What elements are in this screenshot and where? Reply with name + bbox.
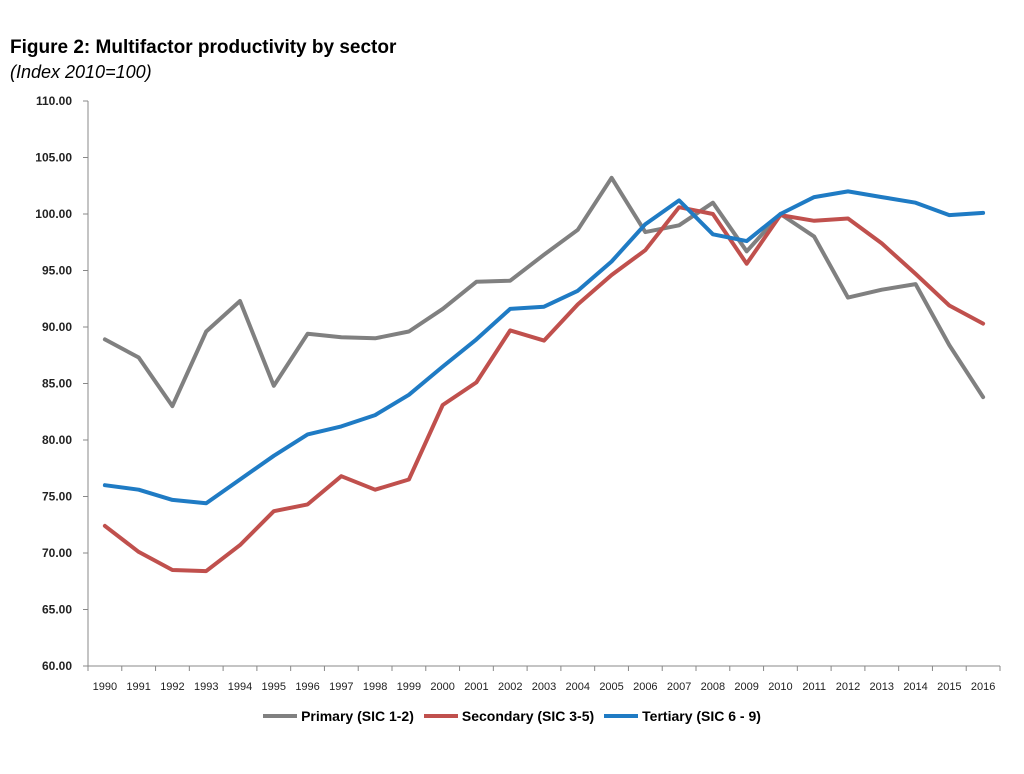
x-tick-label: 1999 bbox=[397, 681, 421, 693]
x-tick-label: 2003 bbox=[532, 681, 556, 693]
legend-swatch-tertiary bbox=[604, 714, 639, 718]
chart-title: Figure 2: Multifactor productivity by se… bbox=[10, 37, 397, 58]
x-tick-label: 2008 bbox=[701, 681, 725, 693]
x-tick-label: 2000 bbox=[430, 681, 454, 693]
y-tick-label: 110.00 bbox=[36, 94, 72, 108]
legend-swatch-secondary bbox=[423, 714, 458, 718]
x-tick-label: 1992 bbox=[160, 681, 184, 693]
x-tick-label: 2005 bbox=[599, 681, 623, 693]
y-tick-label: 95.00 bbox=[42, 264, 72, 278]
x-tick-label: 2015 bbox=[937, 681, 961, 693]
y-tick-label: 105.00 bbox=[35, 151, 72, 165]
x-tick-label: 2010 bbox=[768, 681, 792, 693]
x-tick-label: 2016 bbox=[971, 681, 995, 693]
y-tick-label: 90.00 bbox=[42, 320, 72, 334]
chart-legend: Primary (SIC 1-2) Secondary (SIC 3-5) Te… bbox=[0, 708, 1024, 724]
x-tick-label: 2009 bbox=[734, 681, 758, 693]
x-tick-label: 2007 bbox=[667, 681, 691, 693]
x-tick-label: 2002 bbox=[498, 681, 522, 693]
y-tick-label: 75.00 bbox=[42, 490, 72, 504]
y-tick-label: 80.00 bbox=[42, 433, 72, 447]
x-tick-label: 1996 bbox=[295, 681, 319, 693]
series-line-secondary bbox=[102, 205, 986, 574]
x-tick-label: 2011 bbox=[802, 681, 826, 693]
legend-label-primary: Primary (SIC 1-2) bbox=[301, 708, 414, 724]
title-block: Figure 2: Multifactor productivity by se… bbox=[10, 36, 396, 84]
line-chart: 60.00 65.00 70.00 75.00 80.00 85.00 90.00 95.00… bbox=[35, 94, 1001, 693]
y-tick-label: 70.00 bbox=[42, 546, 72, 560]
y-tick-label: 60.00 bbox=[42, 659, 72, 673]
legend-label-tertiary: Tertiary (SIC 6 - 9) bbox=[642, 708, 761, 724]
legend-item-primary: Primary (SIC 1-2) bbox=[263, 708, 414, 724]
legend-item-secondary: Secondary (SIC 3-5) bbox=[423, 708, 595, 724]
x-tick-label: 1990 bbox=[93, 681, 117, 693]
legend-item-tertiary: Tertiary (SIC 6 - 9) bbox=[604, 708, 761, 724]
x-tick-label: 2013 bbox=[870, 681, 894, 693]
x-tick-label: 1995 bbox=[262, 681, 286, 693]
series-line-primary bbox=[102, 175, 986, 409]
x-tick-label: 1997 bbox=[329, 681, 353, 693]
chart-subtitle: (Index 2010=100) bbox=[10, 62, 152, 82]
series-line-tertiary bbox=[102, 189, 986, 506]
x-tick-label: 1993 bbox=[194, 681, 218, 693]
x-tick-label: 2012 bbox=[836, 681, 860, 693]
y-tick-label: 85.00 bbox=[42, 377, 72, 391]
legend-label-secondary: Secondary (SIC 3-5) bbox=[461, 708, 595, 724]
y-tick-label: 100.00 bbox=[35, 207, 72, 221]
x-tick-label: 2001 bbox=[464, 681, 488, 693]
x-tick-label: 1991 bbox=[126, 681, 150, 693]
legend-swatch-primary bbox=[263, 714, 298, 718]
x-tick-label: 1994 bbox=[228, 681, 252, 693]
x-tick-label: 2014 bbox=[903, 681, 927, 693]
x-tick-label: 2006 bbox=[633, 681, 657, 693]
y-tick-label: 65.00 bbox=[42, 603, 72, 617]
x-tick-label: 2004 bbox=[566, 681, 590, 693]
x-tick-label: 1998 bbox=[363, 681, 387, 693]
